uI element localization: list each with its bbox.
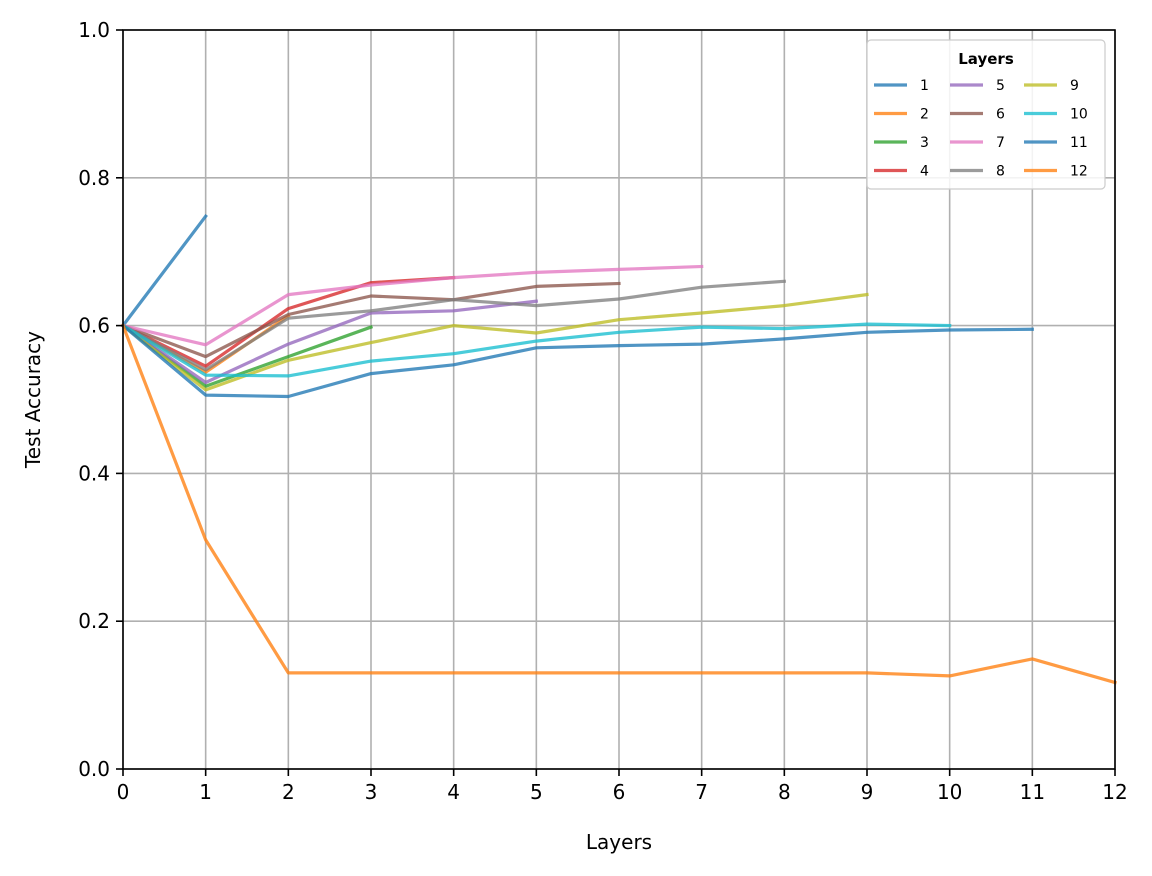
legend-label-4: 4 [920, 164, 929, 180]
series-line-1 [120, 213, 208, 328]
y-tick-label: 0.8 [78, 166, 110, 190]
x-tick-label: 10 [937, 780, 962, 804]
legend-title: Layers [958, 50, 1014, 68]
legend-box [866, 39, 1106, 190]
legend-label-6: 6 [996, 107, 1005, 123]
x-tick-label: 6 [613, 780, 626, 804]
x-tick-label: 12 [1102, 780, 1127, 804]
x-tick-label: 0 [117, 780, 130, 804]
x-tick-label: 2 [282, 780, 295, 804]
legend-label-8: 8 [996, 164, 1005, 180]
axis-ticks: 0 1 2 3 4 5 6 7 8 9 10 11 120.00.20.40.60.81.0 [78, 18, 1128, 804]
x-tick-label: 3 [365, 780, 378, 804]
legend-label-5: 5 [996, 78, 1005, 94]
y-axis-label: Test Accuracy [21, 331, 45, 469]
legend-label-7: 7 [996, 135, 1005, 151]
x-tick-label: 7 [695, 780, 708, 804]
legend-label-11: 11 [1070, 135, 1088, 151]
y-tick-label: 0.2 [78, 609, 110, 633]
x-tick-label: 1 [199, 780, 212, 804]
x-axis-label: Layers [586, 830, 652, 854]
x-tick-label: 4 [447, 780, 460, 804]
series-lines [120, 213, 1117, 685]
x-tick-label: 11 [1020, 780, 1045, 804]
series-line-8 [120, 279, 787, 372]
y-tick-label: 0.6 [78, 314, 110, 338]
y-tick-label: 0.0 [78, 757, 110, 781]
legend-label-9: 9 [1070, 78, 1079, 94]
legend-label-10: 10 [1070, 107, 1088, 123]
series-line-6 [120, 281, 621, 359]
y-tick-label: 0.4 [78, 461, 110, 485]
series-line-12 [120, 323, 1117, 685]
legend-label-3: 3 [920, 135, 929, 151]
x-tick-label: 5 [530, 780, 543, 804]
y-tick-label: 1.0 [78, 18, 110, 42]
series-line-10 [120, 322, 952, 378]
series-line-11 [120, 323, 1034, 399]
series-line-7 [121, 264, 704, 347]
series-line-5 [120, 299, 539, 385]
legend-label-2: 2 [920, 107, 929, 123]
legend-label-1: 1 [920, 78, 929, 94]
legend-label-12: 12 [1070, 164, 1088, 180]
x-tick-label: 9 [861, 780, 874, 804]
x-tick-label: 8 [778, 780, 791, 804]
